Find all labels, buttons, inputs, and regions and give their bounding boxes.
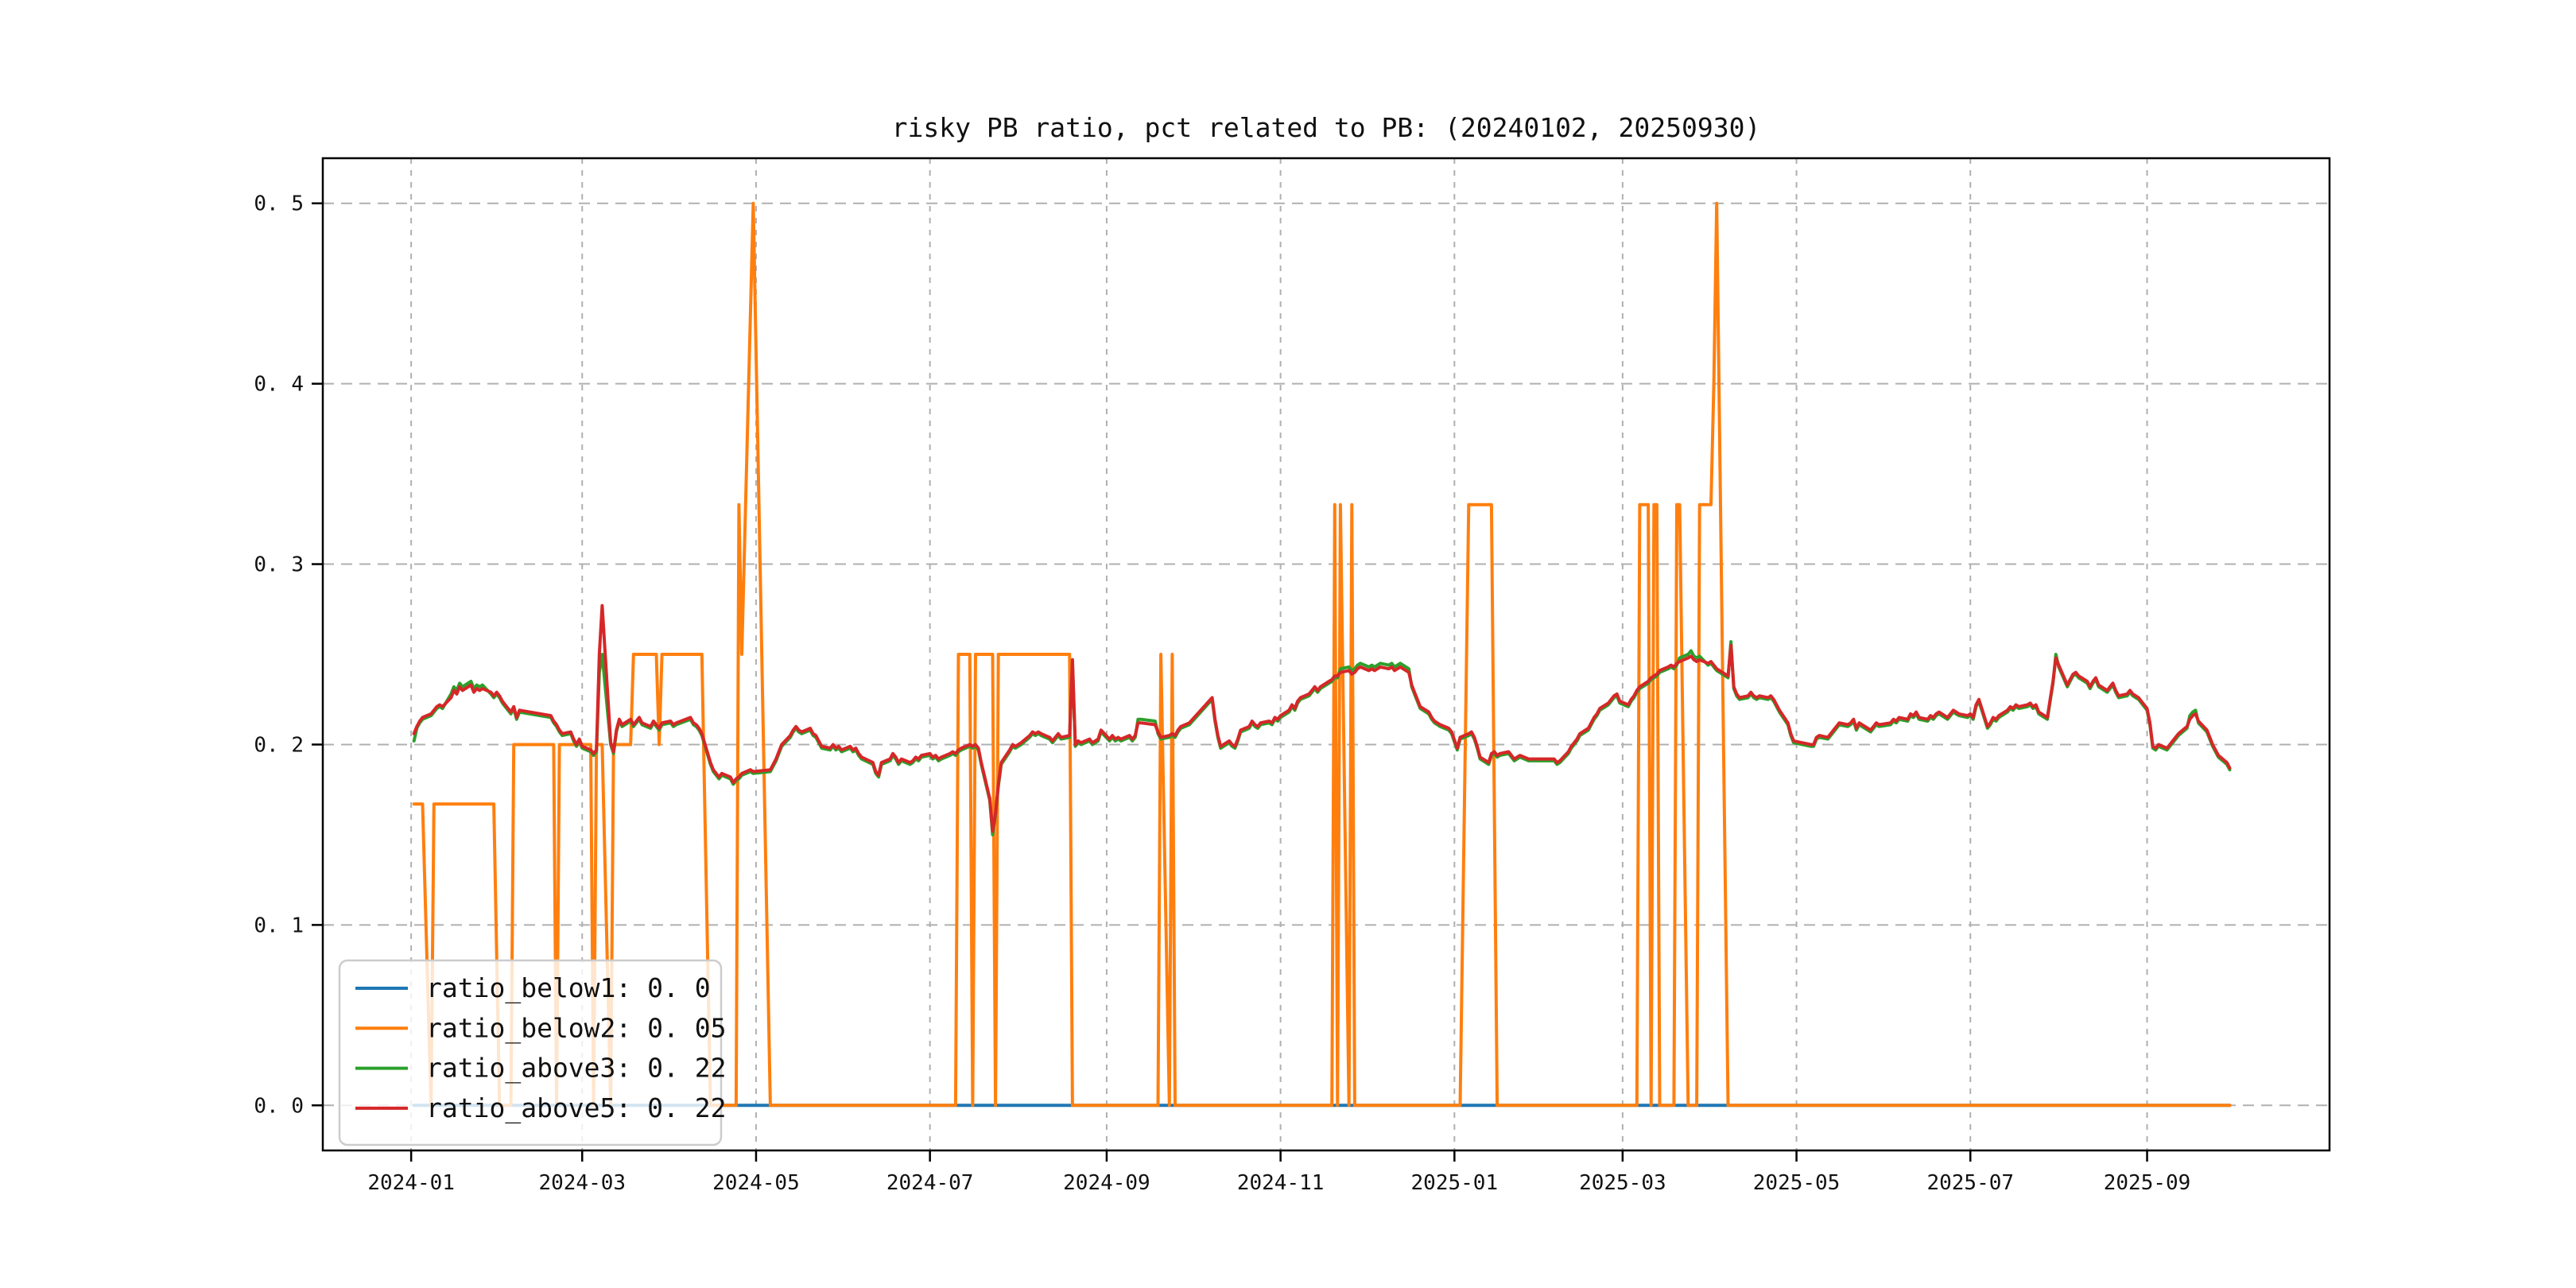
x-tick-label: 2025-05 — [1753, 1171, 1841, 1195]
legend-box — [338, 959, 723, 1146]
y-tick-label: 0. 4 — [254, 373, 304, 397]
axis-ticks — [312, 202, 2148, 1162]
x-tick-label: 2024-01 — [367, 1171, 455, 1195]
y-tick-label: 0. 2 — [254, 733, 304, 757]
legend-label-ratio_below1: ratio_below1: 0. 0 — [426, 972, 711, 1004]
legend: ratio_below1: 0. 0 ratio_below2: 0. 05 rat… — [338, 959, 727, 1146]
legend-label-ratio_above3: ratio_above3: 0. 22 — [426, 1053, 727, 1084]
y-tick-labels: 0. 0 0. 1 0. 2 0. 3 0. 4 0. 5 — [254, 192, 304, 1119]
x-tick-label: 2025-03 — [1579, 1171, 1666, 1195]
x-tick-label: 2024-11 — [1237, 1171, 1325, 1195]
legend-label-ratio_above5: ratio_above5: 0. 22 — [426, 1092, 727, 1124]
x-tick-labels: 2024-01 2024-03 2024-05 2024-07 2024-09 2024-… — [367, 1171, 2190, 1195]
legend-item-ratio_below2: ratio_below2: 0. 05 — [355, 1012, 727, 1044]
legend-label-ratio_below2: ratio_below2: 0. 05 — [426, 1012, 727, 1044]
chart-title: risky PB ratio, pct related to PB: (2024… — [892, 112, 1761, 143]
plot-frame — [321, 157, 2331, 1152]
x-tick-label: 2024-09 — [1063, 1171, 1150, 1195]
x-tick-label: 2025-07 — [1926, 1171, 2014, 1195]
y-tick-label: 0. 3 — [254, 553, 304, 577]
legend-item-ratio_below1: ratio_below1: 0. 0 — [355, 972, 711, 1004]
legend-item-ratio_above5: ratio_above5: 0. 22 — [355, 1092, 727, 1124]
series-line-ratio_above5 — [412, 603, 2232, 833]
x-tick-label: 2024-03 — [538, 1171, 626, 1195]
legend-item-ratio_above3: ratio_above3: 0. 22 — [355, 1053, 727, 1084]
x-tick-label: 2025-01 — [1411, 1171, 1499, 1195]
y-tick-label: 0. 5 — [254, 192, 304, 216]
x-tick-label: 2025-09 — [2104, 1171, 2191, 1195]
y-tick-label: 0. 1 — [254, 914, 304, 937]
y-tick-label: 0. 0 — [254, 1094, 304, 1118]
x-tick-label: 2024-07 — [886, 1171, 974, 1195]
x-tick-label: 2024-05 — [712, 1171, 800, 1195]
